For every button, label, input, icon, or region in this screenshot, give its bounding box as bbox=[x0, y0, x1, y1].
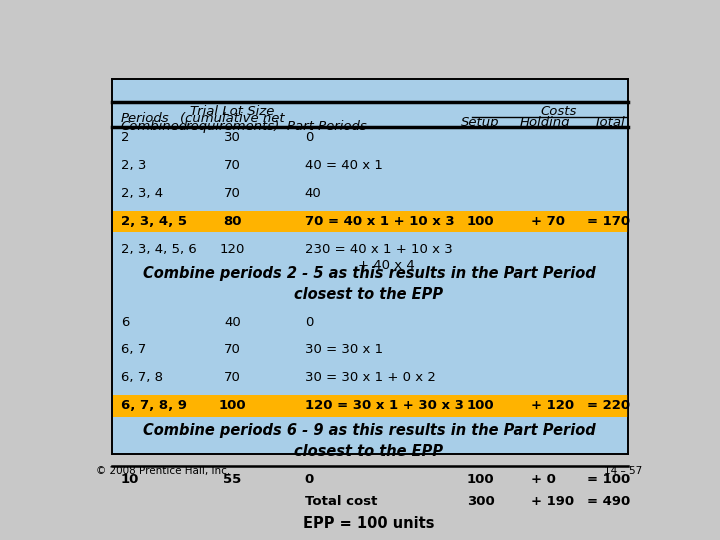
Text: closest to the EPP: closest to the EPP bbox=[294, 287, 444, 302]
Text: = 490: = 490 bbox=[588, 495, 631, 508]
Text: Periods: Periods bbox=[121, 112, 169, 125]
Text: Combine periods 2 - 5 as this results in the Part Period: Combine periods 2 - 5 as this results in… bbox=[143, 266, 595, 281]
Text: 55: 55 bbox=[223, 472, 241, 485]
Text: 6, 7, 8, 9: 6, 7, 8, 9 bbox=[121, 399, 186, 412]
Text: = 220: = 220 bbox=[588, 399, 631, 412]
Text: 0: 0 bbox=[305, 131, 313, 144]
Text: 230 = 40 x 1 + 10 x 3: 230 = 40 x 1 + 10 x 3 bbox=[305, 243, 453, 256]
Text: 2, 3, 4: 2, 3, 4 bbox=[121, 187, 163, 200]
Text: + 190: + 190 bbox=[531, 495, 574, 508]
Text: 30: 30 bbox=[224, 131, 240, 144]
Text: 40 = 40 x 1: 40 = 40 x 1 bbox=[305, 159, 383, 172]
Text: Holding: Holding bbox=[520, 116, 570, 129]
Text: 30 = 30 x 1 + 0 x 2: 30 = 30 x 1 + 0 x 2 bbox=[305, 371, 436, 384]
Text: 40: 40 bbox=[305, 187, 322, 200]
Text: 120: 120 bbox=[220, 243, 245, 256]
Text: 70: 70 bbox=[224, 371, 240, 384]
Text: 30 = 30 x 1: 30 = 30 x 1 bbox=[305, 343, 383, 356]
Text: 300: 300 bbox=[467, 495, 495, 508]
Text: Combine periods 6 - 9 as this results in the Part Period: Combine periods 6 - 9 as this results in… bbox=[143, 423, 595, 438]
Text: 10: 10 bbox=[121, 472, 139, 485]
Text: 70: 70 bbox=[224, 343, 240, 356]
Text: 0: 0 bbox=[305, 315, 313, 328]
Text: 14 – 57: 14 – 57 bbox=[604, 467, 642, 476]
Text: + 0: + 0 bbox=[531, 472, 556, 485]
Text: Trial Lot Size: Trial Lot Size bbox=[190, 105, 274, 118]
Text: 40: 40 bbox=[224, 315, 240, 328]
Text: 100: 100 bbox=[218, 399, 246, 412]
Text: 70: 70 bbox=[224, 159, 240, 172]
Text: + 120: + 120 bbox=[531, 399, 574, 412]
Text: 2, 3: 2, 3 bbox=[121, 159, 146, 172]
Text: Total cost: Total cost bbox=[305, 495, 377, 508]
Text: + 40 x 4: + 40 x 4 bbox=[358, 259, 415, 272]
Text: + 70: + 70 bbox=[531, 215, 564, 228]
Text: 0: 0 bbox=[305, 472, 314, 485]
FancyBboxPatch shape bbox=[113, 211, 628, 232]
Text: 80: 80 bbox=[223, 215, 241, 228]
Text: 70 = 40 x 1 + 10 x 3: 70 = 40 x 1 + 10 x 3 bbox=[305, 215, 454, 228]
Text: 2, 3, 4, 5, 6: 2, 3, 4, 5, 6 bbox=[121, 243, 197, 256]
Text: 100: 100 bbox=[467, 399, 495, 412]
Text: 70: 70 bbox=[224, 187, 240, 200]
Text: © 2008 Prentice Hall, Inc.: © 2008 Prentice Hall, Inc. bbox=[96, 467, 230, 476]
FancyBboxPatch shape bbox=[113, 395, 628, 416]
Text: Combined: Combined bbox=[121, 120, 188, 133]
Text: Total: Total bbox=[593, 116, 625, 129]
Text: = 170: = 170 bbox=[588, 215, 631, 228]
Text: closest to the EPP: closest to the EPP bbox=[294, 443, 444, 458]
Text: 6, 7, 8: 6, 7, 8 bbox=[121, 371, 163, 384]
Text: 2: 2 bbox=[121, 131, 129, 144]
Text: 120 = 30 x 1 + 30 x 3: 120 = 30 x 1 + 30 x 3 bbox=[305, 399, 464, 412]
FancyBboxPatch shape bbox=[112, 79, 629, 454]
Text: (cumulative net: (cumulative net bbox=[180, 112, 284, 125]
Text: 6: 6 bbox=[121, 315, 129, 328]
Text: Part Periods: Part Periods bbox=[287, 120, 367, 133]
Text: 100: 100 bbox=[467, 215, 495, 228]
Text: 6, 7: 6, 7 bbox=[121, 343, 146, 356]
Text: EPP = 100 units: EPP = 100 units bbox=[303, 516, 435, 531]
Text: 2, 3, 4, 5: 2, 3, 4, 5 bbox=[121, 215, 186, 228]
Text: Costs: Costs bbox=[541, 105, 577, 118]
Text: Setup: Setup bbox=[462, 116, 500, 129]
Text: = 100: = 100 bbox=[588, 472, 631, 485]
Text: 100: 100 bbox=[467, 472, 495, 485]
Text: requirements): requirements) bbox=[185, 120, 279, 133]
